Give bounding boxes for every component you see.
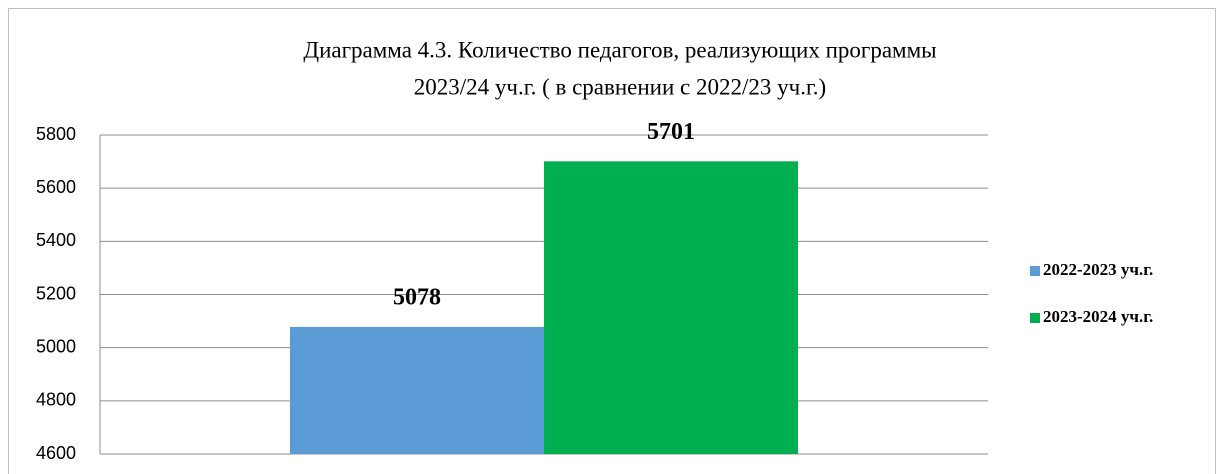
y-tick-label: 4600 (36, 443, 76, 463)
y-tick-label: 5800 (36, 124, 76, 144)
legend-swatch (1030, 313, 1040, 323)
y-tick-label: 5000 (36, 336, 76, 356)
data-label: 5078 (393, 284, 441, 310)
legend-swatch (1030, 266, 1040, 276)
y-tick-label: 5200 (36, 283, 76, 303)
y-tick-label: 4800 (36, 390, 76, 410)
data-label: 5701 (647, 119, 695, 145)
chart-title: 2023/24 уч.г. ( в сравнении с 2022/23 уч… (414, 74, 826, 99)
legend-label: 2023-2024 уч.г. (1043, 307, 1153, 326)
bar (290, 326, 544, 454)
chart-title: Диаграмма 4.3. Количество педагогов, реа… (303, 37, 936, 62)
y-tick-label: 5600 (36, 177, 76, 197)
bar (544, 161, 798, 454)
y-tick-label: 5400 (36, 230, 76, 250)
legend-label: 2022-2023 уч.г. (1043, 260, 1153, 279)
